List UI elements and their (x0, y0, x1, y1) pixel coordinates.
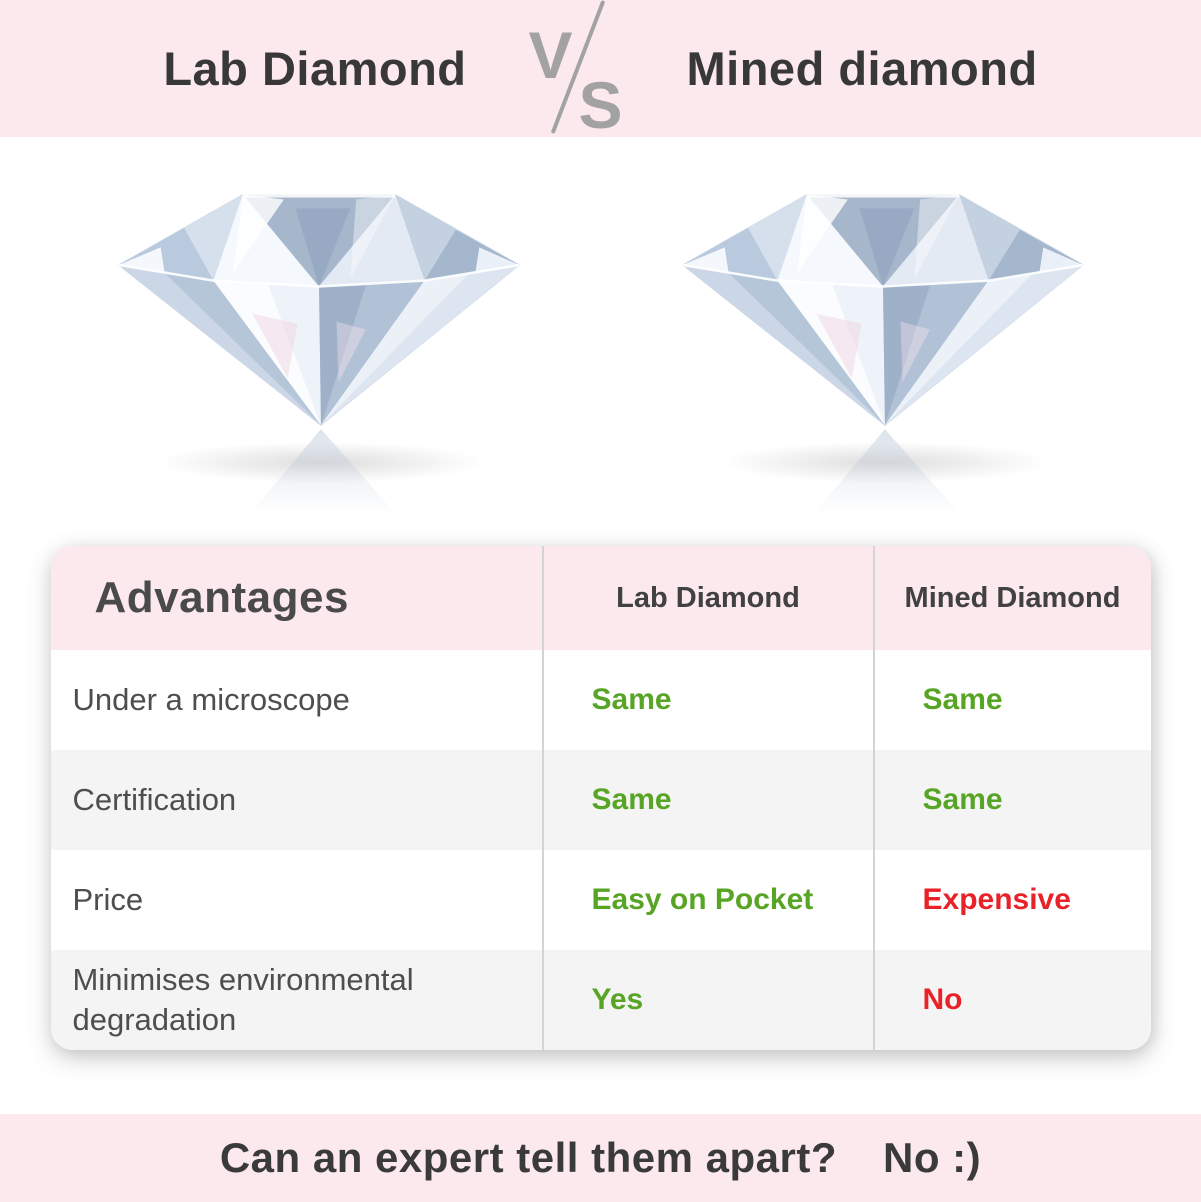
mined-value-certification: Same (872, 750, 1151, 850)
table-header-mined-diamond: Mined Diamond (872, 546, 1151, 650)
lab-value-price: Easy on Pocket (541, 850, 873, 950)
table-header-lab-diamond: Lab Diamond (541, 546, 873, 650)
table-header-advantages: Advantages (50, 546, 542, 650)
lab-value-under-a-microscope: Same (541, 650, 873, 750)
header-band: Lab Diamond V S Mined diamond (0, 0, 1201, 138)
mined-value-price: Expensive (872, 850, 1151, 950)
row-label-price: Price (72, 881, 144, 917)
footer-question: Can an expert tell them apart? (219, 1134, 837, 1181)
row-label-environmental-degradation: Minimises environmental degradation (50, 950, 542, 1050)
lab-value-environmental-degradation: Yes (541, 950, 873, 1050)
vs-icon: V S (528, 0, 625, 138)
diamond-images-row (0, 137, 1201, 537)
mined-diamond-image (680, 191, 1085, 517)
footer-answer: No :) (883, 1134, 982, 1181)
lab-diamond-title: Lab Diamond (163, 42, 467, 95)
lab-value-certification: Same (541, 750, 873, 850)
comparison-table: Advantages Lab Diamond Mined Diamond Und… (50, 546, 1151, 1050)
mined-value-under-a-microscope: Same (872, 650, 1151, 750)
mined-diamond-title: Mined diamond (686, 42, 1038, 95)
vs-letter-s: S (578, 67, 623, 142)
lab-diamond-image (116, 191, 521, 517)
row-label-certification: Certification (50, 750, 542, 850)
mined-value-environmental-degradation: No (872, 950, 1151, 1050)
row-label-under-a-microscope: Under a microscope (72, 681, 350, 717)
footer-band: Can an expert tell them apart? No :) (0, 1114, 1201, 1202)
vs-letter-v: V (528, 17, 573, 92)
